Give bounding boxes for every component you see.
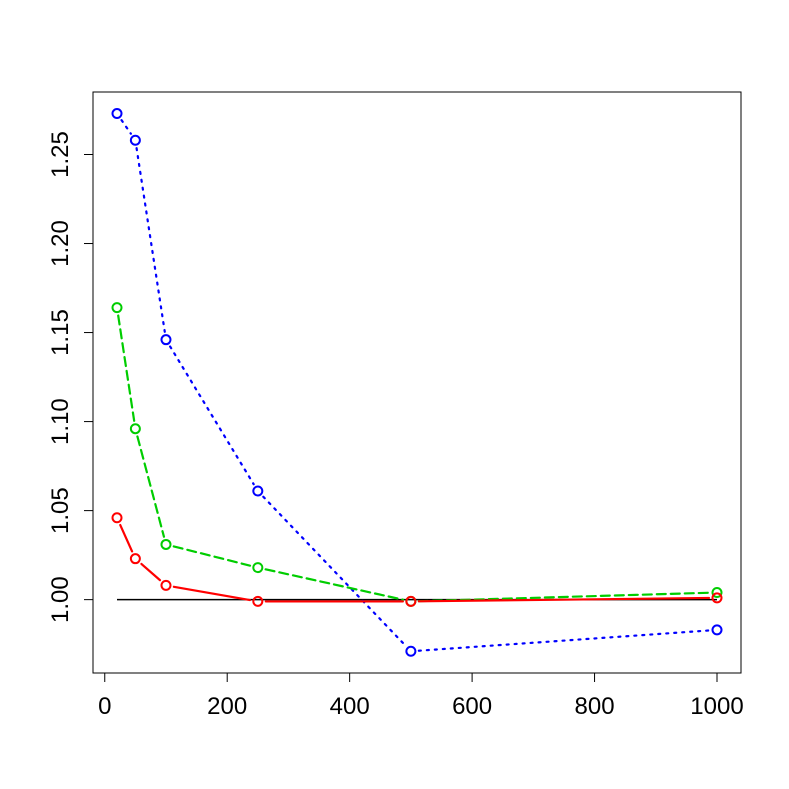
series-line-segment <box>417 629 711 652</box>
y-tick-label: 1.10 <box>47 398 74 445</box>
data-point <box>111 302 123 314</box>
series-line-segment <box>140 562 162 582</box>
y-tick-label: 1.25 <box>47 131 74 178</box>
x-tick-label: 600 <box>452 693 492 720</box>
series-line-segment <box>172 545 252 567</box>
series-line-segment <box>264 568 405 601</box>
series-1 <box>111 302 723 607</box>
data-point <box>711 587 723 599</box>
y-tick-label: 1.20 <box>47 220 74 267</box>
series-2 <box>111 512 723 607</box>
y-tick-label: 1.00 <box>47 576 74 623</box>
x-tick-label: 1000 <box>690 693 743 720</box>
x-tick-label: 800 <box>575 693 615 720</box>
data-point <box>129 553 141 565</box>
series-line-segment <box>120 119 132 135</box>
series-0 <box>111 108 723 657</box>
data-point <box>111 512 123 524</box>
y-tick-label: 1.15 <box>47 309 74 356</box>
data-point <box>252 562 264 574</box>
series-line-segment <box>135 147 166 333</box>
data-point <box>111 108 123 120</box>
data-point <box>160 334 172 346</box>
data-point <box>160 538 172 550</box>
x-tick-label: 200 <box>207 693 247 720</box>
plot-frame <box>92 91 742 674</box>
data-point <box>711 624 723 636</box>
series-line-segment <box>262 495 407 647</box>
series-line-segment <box>136 435 166 538</box>
series-line-segment <box>417 596 711 603</box>
data-point <box>711 592 723 604</box>
data-point <box>129 134 141 146</box>
y-tick-label: 1.05 <box>47 487 74 534</box>
data-point <box>252 485 264 497</box>
x-tick-label: 0 <box>98 693 111 720</box>
data-point <box>405 595 417 607</box>
data-point <box>129 423 141 435</box>
data-point <box>252 595 264 607</box>
series-line-segment <box>172 585 252 602</box>
series-line-segment <box>119 523 134 553</box>
x-tick-label: 400 <box>330 693 370 720</box>
data-point <box>160 579 172 591</box>
series-line-segment <box>169 345 255 486</box>
series-line-segment <box>117 314 136 422</box>
data-point <box>405 645 417 657</box>
